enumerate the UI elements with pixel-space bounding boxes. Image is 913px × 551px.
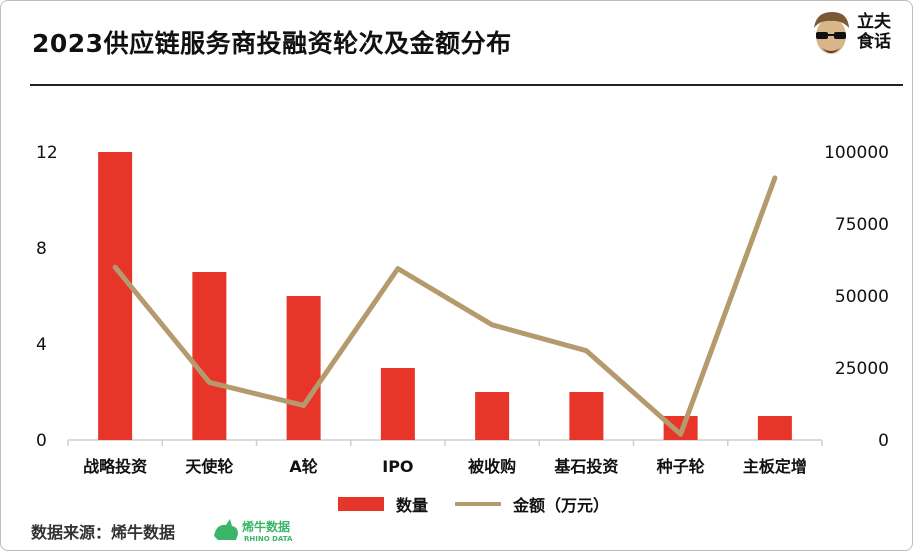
left-tick-label: 4 [36,335,47,355]
legend-line-swatch [455,502,501,506]
category-label: 基石投资 [553,457,618,476]
data-source: 数据来源：烯牛数据 [31,523,176,542]
bar-主板定增 [757,416,792,440]
category-label: 主板定增 [743,457,807,476]
line-point-IPO [397,268,399,270]
chart-legend: 数量 金额（万元） [0,493,913,517]
rhino-logo-main: 烯牛数据 [242,519,290,534]
bar-天使轮 [192,272,227,440]
line-point-主板定增 [774,177,776,179]
legend-label-count: 数量 [396,496,429,515]
line-point-被收购 [491,324,493,326]
legend-item-count: 数量 [338,493,428,515]
bar-A轮 [286,296,321,440]
bar-战略投资 [98,152,133,440]
bar-被收购 [475,392,510,440]
brand-line2: 食话 [857,32,891,52]
right-tick-label: 50000 [835,287,889,307]
rhino-logo-sub: RHINO DATA [244,535,293,543]
left-tick-label: 12 [36,143,58,163]
right-tick-label: 100000 [824,143,889,163]
line-points [114,177,776,435]
category-label: 被收购 [468,457,516,476]
legend-label-amount: 金额（万元） [513,496,610,515]
rhino-icon [214,519,238,540]
left-tick-label: 8 [36,239,47,259]
brand-avatar-icon [814,12,849,54]
right-axis-ticks: 0 25000 50000 75000 100000 [824,143,889,451]
category-label: 战略投资 [83,457,147,476]
category-label: IPO [382,457,413,476]
right-tick-label: 0 [878,431,889,451]
line-point-A轮 [303,404,305,406]
chart-title: 2023供应链服务商投融资轮次及金额分布 [32,29,512,58]
left-tick-label: 0 [36,431,47,451]
right-tick-label: 25000 [835,359,889,379]
left-axis-ticks: 0 4 8 12 [36,143,58,451]
right-tick-label: 75000 [835,215,889,235]
bar-series [98,152,792,440]
rhino-data-logo: 烯牛数据 RHINO DATA [212,516,302,544]
x-axis-tickmarks [67,440,823,446]
legend-bar-swatch [338,497,384,511]
line-point-种子轮 [680,433,682,435]
brand-logo [808,8,904,60]
line-point-基石投资 [585,350,587,352]
brand-line1: 立夫 [857,12,891,32]
category-label: 种子轮 [656,457,705,476]
bar-基石投资 [569,392,604,440]
legend-item-amount: 金额（万元） [455,493,609,515]
category-label: A轮 [289,457,317,476]
category-labels: 战略投资 天使轮 A轮 IPO 被收购 基石投资 种子轮 主板定增 [83,457,807,476]
line-point-天使轮 [208,381,210,383]
line-series-amount [112,175,778,437]
line-point-战略投资 [114,266,116,268]
bar-IPO [380,368,415,440]
brand-text: 立夫 食话 [857,12,897,52]
category-label: 天使轮 [185,457,233,476]
header-divider [30,84,903,86]
